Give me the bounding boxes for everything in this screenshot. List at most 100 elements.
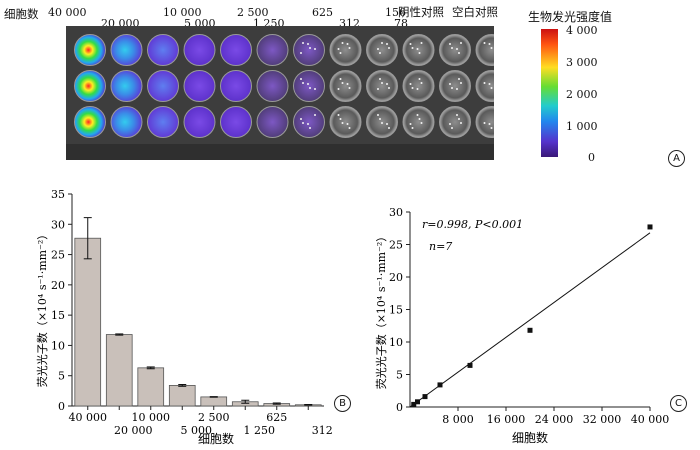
plate-well bbox=[402, 70, 435, 102]
plate-well bbox=[366, 70, 398, 102]
chart-c-ticks: 0 5 10 15 20 25 30 8 000 16 000 24 000 32 000 40 00… bbox=[389, 206, 669, 426]
colorbar-tick-2000: 2 000 bbox=[566, 88, 598, 101]
plate-well bbox=[256, 70, 289, 102]
plate-well bbox=[74, 106, 106, 138]
well-speck bbox=[409, 43, 412, 45]
plate-well bbox=[439, 70, 471, 102]
chart-c-ytick-label: 25 bbox=[389, 239, 403, 252]
chart-b-xtick-label: 625 bbox=[266, 411, 287, 424]
chart-b-ytick-label: 5 bbox=[58, 370, 65, 383]
chart-b-ytick-label: 10 bbox=[51, 339, 65, 352]
chart-c-annotation-n: n=7 bbox=[429, 240, 452, 253]
plate-well bbox=[256, 34, 289, 66]
well-speck bbox=[409, 83, 412, 85]
chart-c-point bbox=[437, 382, 443, 388]
chart-c-xtick-label: 32 000 bbox=[583, 413, 622, 426]
well-speck bbox=[388, 47, 390, 49]
well-speck bbox=[339, 78, 342, 80]
well-speck bbox=[337, 114, 340, 116]
colorbar-tick-3000: 3 000 bbox=[566, 56, 598, 69]
count-label-156: 156 bbox=[385, 6, 406, 19]
chart-b-bar bbox=[105, 334, 133, 407]
plate-well bbox=[147, 70, 179, 102]
well-speck bbox=[377, 88, 379, 90]
colorbar bbox=[541, 29, 558, 157]
chart-b-xlabel: 细胞数 bbox=[198, 431, 234, 446]
chart-b-xtick-label: 1 250 bbox=[244, 424, 276, 437]
bioluminescence-plate-image bbox=[66, 26, 508, 160]
well-speck bbox=[456, 114, 458, 116]
count-label-625: 625 bbox=[312, 6, 333, 19]
well-speck bbox=[309, 87, 311, 89]
plate-well bbox=[74, 34, 106, 66]
chart-b-xtick-label: 312 bbox=[312, 424, 333, 437]
well-speck bbox=[483, 122, 486, 124]
well-speck bbox=[483, 82, 486, 84]
well-speck bbox=[386, 83, 388, 85]
well-speck bbox=[416, 48, 419, 50]
plate-well bbox=[293, 106, 325, 138]
chart-c-annotation-r: r=0.998, P<0.001 bbox=[422, 218, 523, 231]
chart-b-ytick-label: 15 bbox=[51, 309, 65, 322]
chart-b-ylabel: 荧光光子数（×10⁴ s⁻¹·mm⁻²） bbox=[35, 229, 49, 388]
chart-c-ytick-label: 30 bbox=[389, 206, 403, 219]
well-speck bbox=[460, 122, 462, 124]
well-speck bbox=[346, 123, 349, 125]
well-speck bbox=[302, 122, 304, 124]
well-speck bbox=[307, 43, 309, 45]
well-speck bbox=[346, 43, 349, 45]
well-speck bbox=[488, 43, 491, 45]
plate-well bbox=[256, 106, 289, 138]
chart-b-ytick-label: 25 bbox=[51, 249, 65, 262]
chart-c-point bbox=[411, 401, 417, 407]
well-speck bbox=[346, 83, 349, 85]
chart-c-xtick-label: 40 000 bbox=[631, 413, 670, 426]
chart-c-scatter: 0 5 10 15 20 25 30 8 000 16 000 24 000 32 000 40 00… bbox=[374, 206, 669, 445]
chart-b-xtick-label: 20 000 bbox=[114, 424, 153, 437]
well-speck bbox=[300, 52, 302, 54]
chart-b-ytick-label: 20 bbox=[51, 279, 65, 292]
count-label-10000: 10 000 bbox=[163, 6, 202, 19]
well-speck bbox=[302, 82, 304, 84]
chart-c-point bbox=[415, 399, 420, 405]
blank-control-label: 空白对照 bbox=[452, 5, 498, 19]
well-speck bbox=[348, 47, 351, 49]
plate-well bbox=[74, 70, 106, 102]
plate-well bbox=[402, 34, 435, 66]
row-count-label: 细胞数 bbox=[4, 7, 39, 21]
chart-c-ylabel: 荧光光子数（×10⁴ s⁻¹·mm⁻²） bbox=[374, 231, 388, 390]
well-speck bbox=[490, 87, 493, 89]
count-label-40000: 40 000 bbox=[48, 6, 87, 19]
well-speck bbox=[458, 118, 460, 120]
chart-c-ytick-label: 5 bbox=[396, 369, 403, 382]
plate-well bbox=[110, 106, 143, 138]
well-speck bbox=[309, 47, 311, 49]
well-speck bbox=[386, 43, 388, 45]
chart-c-ytick-label: 20 bbox=[389, 271, 403, 284]
chart-c-ytick-label: 10 bbox=[389, 336, 403, 349]
plate-well bbox=[183, 34, 216, 66]
plate-well bbox=[293, 70, 325, 102]
well-speck bbox=[337, 88, 340, 90]
chart-c-ytick-label: 0 bbox=[396, 401, 403, 414]
well-speck bbox=[386, 123, 388, 125]
well-speck bbox=[418, 52, 421, 54]
plate-well bbox=[402, 106, 435, 138]
well-speck bbox=[379, 78, 381, 80]
well-speck bbox=[314, 114, 316, 116]
well-speck bbox=[377, 114, 379, 116]
well-speck bbox=[458, 78, 460, 80]
well-speck bbox=[420, 82, 423, 84]
well-speck bbox=[456, 88, 458, 90]
well-speck bbox=[460, 82, 462, 84]
chart-b-bar bbox=[137, 367, 165, 407]
plate-well bbox=[329, 70, 362, 102]
panel-mark-b: B bbox=[334, 395, 351, 412]
colorbar-tick-4000: 4 000 bbox=[566, 24, 598, 37]
well-speck bbox=[348, 87, 351, 89]
well-speck bbox=[341, 82, 344, 84]
well-speck bbox=[451, 87, 453, 89]
plate-well bbox=[220, 106, 252, 138]
